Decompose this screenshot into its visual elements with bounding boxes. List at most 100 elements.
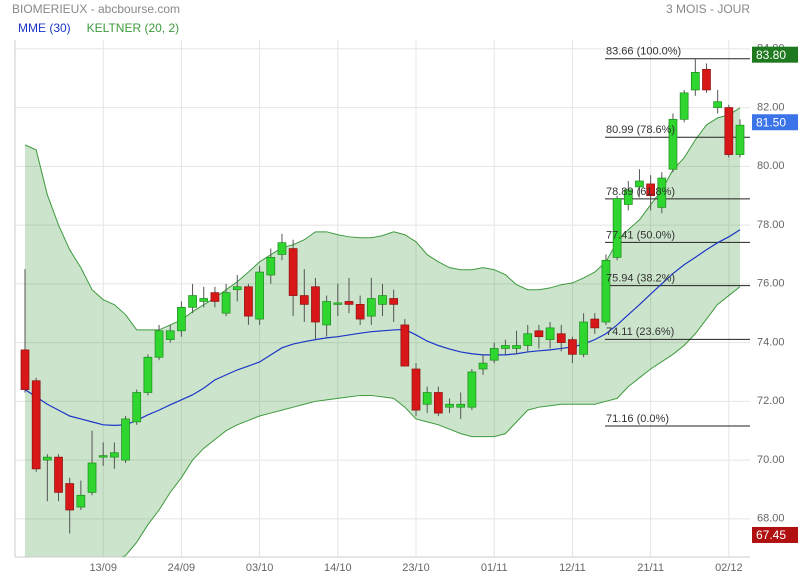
candle-body <box>512 345 521 349</box>
candle-body <box>612 198 622 258</box>
candle-body <box>590 318 600 329</box>
candle-body <box>143 356 153 393</box>
price-tag-label: 67.45 <box>756 528 786 542</box>
legend-entry: MME (30) <box>18 21 71 35</box>
candle-body <box>31 380 41 470</box>
plot-area <box>15 40 750 557</box>
candle-body <box>165 330 175 340</box>
fib-label: 83.66 (100.0%) <box>606 46 681 58</box>
y-tick-label: 82.00 <box>757 101 785 113</box>
candle-body <box>523 333 533 346</box>
candle-body <box>132 392 142 423</box>
price-tag-label: 81.50 <box>756 115 786 129</box>
x-tick-label: 24/09 <box>168 562 196 574</box>
candle-body <box>65 483 75 511</box>
candle-body <box>210 292 220 302</box>
fib-label: 80.99 (78.6%) <box>606 124 675 136</box>
candle-body <box>255 271 264 320</box>
x-tick-label: 13/09 <box>89 562 117 574</box>
candle-body <box>110 452 119 458</box>
y-tick-label: 74.00 <box>757 336 785 348</box>
candle-body <box>87 462 97 493</box>
candle-body <box>400 324 410 367</box>
candle-body <box>568 339 577 355</box>
y-tick-label: 80.00 <box>757 160 785 172</box>
y-tick-label: 70.00 <box>757 454 785 466</box>
candle-body <box>713 101 723 108</box>
y-tick-label: 76.00 <box>757 278 785 290</box>
candle-body <box>311 286 320 323</box>
fib-label: 74.11 (23.6%) <box>606 326 674 338</box>
chart-title: BIOMERIEUX - abcbourse.com <box>12 2 180 16</box>
candle-body <box>724 107 734 155</box>
x-tick-label: 03/10 <box>246 562 274 574</box>
candle-body <box>635 180 644 188</box>
candle-body <box>221 292 231 314</box>
x-tick-label: 21/11 <box>637 562 664 574</box>
keltner-band <box>25 107 740 557</box>
candle-body <box>42 456 52 461</box>
candle-body <box>333 302 343 305</box>
candle-body <box>434 392 443 414</box>
x-tick-label: 12/11 <box>559 562 586 574</box>
fib-label: 75.94 (38.2%) <box>606 272 675 284</box>
price-tag <box>752 46 798 63</box>
candle-body <box>344 301 354 305</box>
candle-body <box>501 345 510 349</box>
candle-body <box>679 92 689 120</box>
x-tick-label: 01/11 <box>481 562 508 574</box>
keltner-lower <box>120 286 741 557</box>
candle-body <box>489 348 499 361</box>
price-tag-label: 83.80 <box>756 48 786 62</box>
candle-body <box>422 392 432 405</box>
candle-body <box>601 259 611 323</box>
candle-body <box>322 301 331 326</box>
price-tag <box>752 114 798 131</box>
candle-body <box>98 455 108 458</box>
candle-body <box>702 69 711 91</box>
fib-label: 78.89 (61.8%) <box>606 186 675 198</box>
x-tick-label: 23/10 <box>402 562 430 574</box>
candle-body <box>657 177 667 208</box>
candle-body <box>467 371 477 408</box>
candle-body <box>623 189 633 205</box>
candle-body <box>188 295 197 308</box>
candle-body <box>154 330 164 358</box>
candle-body <box>668 118 678 170</box>
x-tick-label: 14/10 <box>324 562 352 574</box>
candle-body <box>456 403 466 408</box>
candle-body <box>232 286 242 291</box>
chart-subtitle: 3 MOIS - JOUR <box>666 2 750 16</box>
candle-body <box>646 183 655 197</box>
candle-body <box>355 304 365 320</box>
candle-body <box>177 306 186 332</box>
candle-body <box>199 298 209 302</box>
y-tick-label: 78.00 <box>757 219 785 231</box>
candle-body <box>20 349 30 390</box>
candle-body <box>244 286 253 317</box>
y-tick-label: 72.00 <box>757 395 785 407</box>
candle-body <box>735 124 745 155</box>
fib-label: 71.16 (0.0%) <box>606 413 669 425</box>
ema-line <box>24 229 741 427</box>
candle-body <box>121 418 130 461</box>
legend-entry: KELTNER (20, 2) <box>87 21 179 35</box>
candle-body <box>277 242 287 255</box>
candle-body <box>54 456 63 493</box>
candle-body <box>411 368 421 411</box>
candle-body <box>690 71 700 91</box>
candle-body <box>366 298 376 317</box>
fib-label: 77.41 (50.0%) <box>606 229 675 241</box>
candle-body <box>299 295 309 305</box>
candle-body <box>76 494 86 508</box>
candle-body <box>534 330 544 338</box>
candle-body <box>478 362 488 370</box>
candle-body <box>288 248 298 296</box>
candle-body <box>579 321 588 355</box>
price-tag <box>752 526 798 543</box>
x-tick-label: 02/12 <box>715 562 743 574</box>
candle-body <box>545 327 555 340</box>
y-tick-label: 68.00 <box>757 513 785 525</box>
candle-body <box>389 298 399 305</box>
